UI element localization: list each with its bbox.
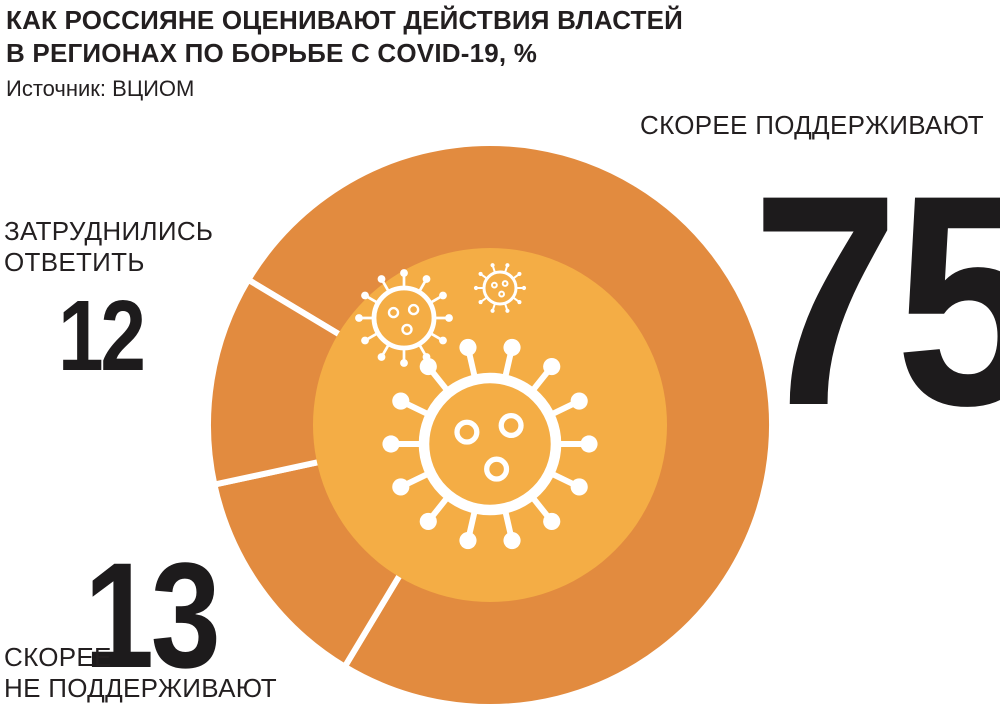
virus-icon-large xyxy=(382,338,598,550)
label-not-support-line-1: СКОРЕЕ xyxy=(4,642,112,672)
label-not-support: СКОРЕЕ НЕ ПОДДЕРЖИВАЮТ xyxy=(4,642,277,704)
value-undecided: 12 xyxy=(58,280,146,392)
value-support: 75 xyxy=(752,132,1000,468)
label-undecided-line-2: ОТВЕТИТЬ xyxy=(4,247,145,277)
chart-title: КАК РОССИЯНЕ ОЦЕНИВАЮТ ДЕЙСТВИЯ ВЛАСТЕЙ … xyxy=(6,4,683,70)
virus-icon xyxy=(355,263,598,550)
virus-icon-medium xyxy=(355,269,453,367)
label-undecided: ЗАТРУДНИЛИСЬ ОТВЕТИТЬ xyxy=(4,216,213,278)
chart-source: Источник: ВЦИОМ xyxy=(6,76,195,101)
value-not-support: 13 xyxy=(84,531,221,699)
label-undecided-line-1: ЗАТРУДНИЛИСЬ xyxy=(4,216,214,246)
label-support: СКОРЕЕ ПОДДЕРЖИВАЮТ xyxy=(640,110,984,141)
chart-title-line-2: В РЕГИОНАХ ПО БОРЬБЕ С COVID-19, % xyxy=(6,38,538,68)
label-support-line: СКОРЕЕ ПОДДЕРЖИВАЮТ xyxy=(640,110,984,140)
chart-title-line-1: КАК РОССИЯНЕ ОЦЕНИВАЮТ ДЕЙСТВИЯ ВЛАСТЕЙ xyxy=(6,5,684,35)
virus-icon-small xyxy=(473,263,527,313)
label-not-support-line-2: НЕ ПОДДЕРЖИВАЮТ xyxy=(4,673,277,703)
